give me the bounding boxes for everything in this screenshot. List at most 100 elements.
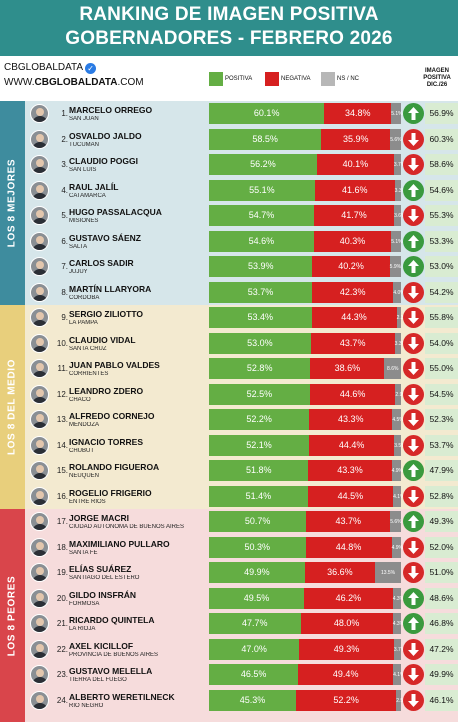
governor-avatar [30, 639, 49, 659]
bar-positive [209, 358, 311, 379]
stacked-bar: 52.5% 44.6% 2.9% [209, 383, 407, 405]
brand-name: CBGLOBALDATA ✓ [4, 62, 97, 74]
previous-positive-value: 46.1% [425, 689, 458, 711]
governor-name: GUSTAVO MELELLA [69, 666, 153, 676]
bar-nsnc [391, 230, 401, 252]
previous-positive-value: 54.6% [425, 179, 458, 201]
nsnc-value-label: 3.3% [394, 187, 407, 194]
negative-value-label: 44.4% [338, 439, 365, 450]
bar-negative [295, 689, 397, 711]
bar-positive [209, 103, 325, 124]
bar-nsnc [394, 179, 401, 201]
bar-nsnc [391, 460, 401, 481]
governor-avatar [30, 308, 49, 327]
rank-number: 3. [61, 160, 68, 169]
bar-positive [209, 460, 309, 481]
nsnc-value-label: 13.5% [380, 570, 396, 576]
negative-value-label: 35.9% [343, 133, 369, 144]
governor-avatar [30, 512, 49, 531]
province-name: CORRIENTES [69, 371, 109, 377]
governor-name: RAUL JALÍL [69, 181, 119, 192]
stacked-bar: 60.1% 34.8% 5.1% [209, 103, 403, 124]
bar-negative [312, 281, 394, 303]
governor-name: JORGE MACRI [69, 513, 129, 523]
stacked-bar: 47.7% 48.0% 4.3% [209, 613, 404, 634]
arrow-down-icon [403, 638, 424, 660]
previous-positive-value: 53.0% [425, 256, 458, 277]
nsnc-value-label: 5.1% [391, 238, 403, 245]
province-name: MENDOZA [69, 422, 99, 428]
governor-name: SERGIO ZILIOTTO [69, 309, 143, 319]
table-row: 12. LEANDRO ZDERO CHACO 52.5% 44.6% 2.9% 54.5% [0, 382, 458, 408]
bar-positive [209, 307, 312, 328]
table-row: 4. RAUL JALÍL CATAMARCA 55.1% 41.6% 3.3% 54.6% [0, 178, 458, 204]
table-row: 14. IGNACIO TORRES CHUBUT 52.1% 44.4% 3.5% 53.… [0, 433, 458, 459]
governor-name: ALFREDO CORNEJO [69, 411, 155, 421]
province-name: CHUBUT [69, 447, 94, 454]
positive-value-label: 53.4% [247, 312, 274, 322]
rank-number: 14. [56, 440, 68, 450]
legend-negative-label: NEGATIVA [281, 76, 311, 82]
bar-negative [300, 613, 393, 634]
province-name: TUCUMÁN [69, 141, 99, 148]
header-banner: RANKING DE IMAGEN POSITIVA GOBERNADORES … [0, 0, 458, 56]
rank-number: 2. [61, 134, 68, 144]
bar-negative [321, 128, 391, 150]
previous-positive-value: 53.3% [425, 230, 458, 252]
bar-positive [209, 230, 314, 252]
governor-avatar [30, 104, 49, 123]
legend-positive-label: POSITIVA [225, 76, 253, 82]
rank-number: 23. [56, 670, 68, 679]
rank-number: 10. [56, 338, 68, 348]
table-row: 16. ROGELIO FRIGERIO ENTRE RÍOS 51.4% 44.5% 4… [0, 484, 458, 510]
previous-positive-value: 51.0% [425, 562, 458, 583]
positive-value-label: 60.1% [253, 108, 280, 118]
stacked-bar: 45.3% 52.2% 2.5% [209, 689, 408, 711]
table-row: 7. CARLOS SADIR JUJUY 53.9% 40.2% 5.9% 53.0% [0, 254, 458, 280]
positive-value-label: 51.4% [245, 490, 272, 501]
province-name: SANTA CRUZ [69, 345, 107, 352]
stacked-bar: 52.1% 44.4% 3.5% [209, 434, 406, 456]
stacked-bar: 52.2% 43.3% 4.5% [209, 409, 404, 430]
positive-value-label: 49.5% [243, 592, 270, 603]
negative-value-label: 44.5% [337, 490, 364, 501]
governor-name: GUSTAVO SÁENZ [69, 232, 141, 243]
governor-avatar [30, 614, 49, 633]
arrow-down-icon [403, 409, 424, 430]
governor-avatar [30, 155, 49, 174]
nsnc-value-label: 4.1% [393, 672, 405, 678]
previous-positive-value: 47.2% [425, 638, 458, 660]
positive-value-label: 53.9% [247, 261, 274, 271]
governor-avatar [30, 282, 49, 302]
bar-nsnc [392, 587, 401, 609]
bar-negative [309, 383, 396, 405]
nsnc-value-label: 3.7% [393, 162, 406, 168]
bar-positive [209, 205, 315, 226]
legend-negative-swatch [265, 72, 279, 86]
governor-avatar [30, 435, 49, 455]
negative-value-label: 48.0% [333, 618, 360, 628]
website-link[interactable]: WWW.CBGLOBALDATA.COM [4, 77, 144, 88]
bar-nsnc [393, 154, 401, 175]
governor-avatar [30, 563, 49, 582]
table-row: 17. JORGE MACRI CIUDAD AUTÓNOMA DE BUENOS … [0, 509, 458, 535]
bar-negative [304, 587, 393, 609]
province-name: CHACO [69, 396, 91, 403]
bar-positive [209, 536, 306, 558]
website-domain: CBGLOBALDATA [34, 77, 118, 88]
bar-negative [310, 332, 395, 354]
bar-nsnc [384, 358, 401, 379]
governor-name: MARTÍN LLARYORA [69, 283, 152, 294]
bar-negative [313, 230, 392, 252]
stacked-bar: 52.8% 38.6% 8.6% [209, 358, 401, 379]
brand-name-text: CBGLOBALDATA [4, 62, 84, 73]
rank-number: 5. [61, 211, 68, 220]
table-row: 24. ALBERTO WERETILNECK RÍO NEGRO 45.3% 52.2… [0, 688, 458, 714]
website-prefix: WWW. [4, 77, 35, 88]
nsnc-value-label: 5.6% [390, 519, 402, 525]
bar-nsnc [393, 638, 401, 660]
positive-value-label: 53.0% [247, 337, 273, 348]
negative-value-label: 43.7% [335, 516, 362, 526]
governor-avatar [30, 359, 49, 378]
negative-value-label: 40.1% [342, 159, 369, 169]
